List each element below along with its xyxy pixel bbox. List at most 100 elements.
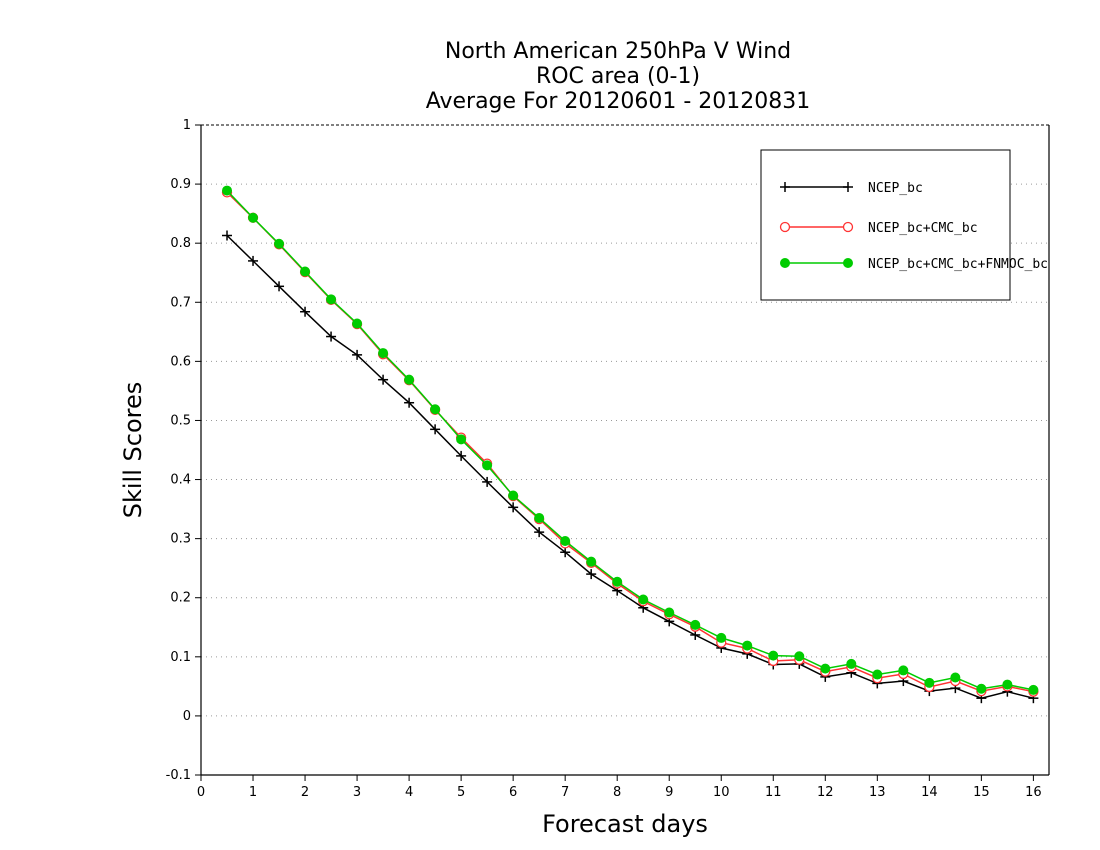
data-point	[586, 556, 597, 567]
data-point	[508, 502, 519, 513]
x-tick-label: 6	[509, 785, 517, 800]
data-point	[274, 281, 285, 292]
legend-label: NCEP_bc+CMC_bc+FNMOC_bc	[868, 257, 1048, 272]
data-point	[300, 306, 311, 317]
y-tick-label: 0.2	[170, 591, 191, 606]
x-tick-label: 4	[405, 785, 413, 800]
data-point	[508, 490, 519, 501]
data-point	[976, 683, 987, 694]
series-line	[226, 234, 1034, 699]
x-tick-label: 3	[353, 785, 361, 800]
y-tick-label: 0.3	[170, 532, 191, 547]
data-point	[430, 424, 441, 435]
data-point	[378, 348, 389, 359]
data-point	[534, 527, 545, 538]
x-tick-label: 8	[613, 785, 621, 800]
data-point	[742, 640, 753, 651]
legend-marker-start	[779, 221, 791, 233]
y-tick-label: 0.9	[170, 177, 191, 192]
x-tick-label: 14	[921, 785, 938, 800]
y-tick-label: 1	[183, 118, 191, 133]
y-tick-label: 0.4	[170, 473, 191, 488]
data-point	[352, 349, 363, 360]
legend-marker-end	[843, 182, 853, 192]
legend-item: NCEP_bc+CMC_bc	[779, 221, 978, 236]
y-tick-label: 0.6	[170, 354, 191, 369]
y-tick-label: 0.8	[170, 236, 191, 251]
data-point	[1028, 684, 1039, 695]
legend-label: NCEP_bc	[868, 181, 923, 196]
data-point	[664, 607, 675, 618]
legend-item: NCEP_bc+CMC_bc+FNMOC_bc	[780, 257, 1048, 272]
data-point	[820, 663, 831, 674]
data-point	[456, 434, 467, 445]
data-point	[300, 266, 311, 277]
data-point	[326, 294, 337, 305]
x-tick-label: 9	[665, 785, 673, 800]
chart-title-line-1: North American 250hPa V Wind	[445, 39, 791, 64]
x-tick-label: 16	[1025, 785, 1042, 800]
x-tick-label: 13	[869, 785, 886, 800]
data-point	[222, 230, 233, 241]
data-point	[404, 374, 415, 385]
data-point	[924, 677, 935, 688]
data-point	[248, 212, 259, 223]
y-tick-label: 0.7	[170, 295, 191, 310]
data-point	[222, 185, 233, 196]
data-point	[378, 374, 389, 385]
legend-marker-start	[780, 182, 790, 192]
x-tick-label: 7	[561, 785, 569, 800]
data-point	[248, 255, 259, 266]
data-point	[846, 658, 857, 669]
data-point	[1002, 679, 1013, 690]
y-tick-label: 0.5	[170, 413, 191, 428]
series-0	[222, 230, 1039, 704]
y-tick-label: 0.1	[170, 650, 191, 665]
data-point	[586, 569, 597, 580]
x-axis-label: Forecast days	[542, 810, 708, 838]
x-tick-label: 5	[457, 785, 465, 800]
legend-label: NCEP_bc+CMC_bc	[868, 221, 978, 236]
data-point	[560, 536, 571, 546]
x-tick-label: 0	[197, 785, 205, 800]
data-point	[638, 594, 649, 605]
legend: NCEP_bc NCEP_bc+CMC_bc NCEP_bc+CMC_bc+FNMO…	[760, 149, 1048, 301]
legend-marker-end	[843, 258, 853, 268]
legend-box	[760, 149, 1011, 301]
x-tick-label: 1	[249, 785, 257, 800]
data-series	[221, 185, 1039, 704]
x-tick-label: 11	[765, 785, 782, 800]
legend-marker-end	[842, 221, 854, 233]
y-tick-label: 0	[183, 709, 191, 724]
x-tick-label: 12	[817, 785, 834, 800]
x-tick-label: 10	[713, 785, 730, 800]
data-point	[326, 331, 337, 342]
legend-item: NCEP_bc	[780, 181, 923, 196]
data-point	[950, 672, 961, 683]
chart-title-line-2: ROC area (0-1)	[536, 64, 700, 89]
data-point	[274, 238, 285, 249]
data-point	[612, 576, 623, 587]
legend-marker-start	[780, 258, 790, 268]
data-point	[534, 512, 545, 523]
data-point	[872, 669, 883, 680]
chart-title-line-3: Average For 20120601 - 20120831	[426, 89, 811, 114]
data-point	[482, 476, 493, 487]
axes: -0.100.10.20.30.40.50.60.70.80.910 1 2 3 4 5 6…	[166, 118, 1050, 800]
y-tick-label: -0.1	[166, 768, 191, 783]
data-point	[898, 665, 909, 676]
data-point	[352, 318, 363, 329]
grid	[201, 124, 1049, 717]
data-point	[690, 619, 701, 630]
data-point	[716, 632, 727, 643]
x-tick-label: 2	[301, 785, 309, 800]
data-point	[768, 650, 779, 661]
x-tick-label: 15	[973, 785, 990, 800]
series-2	[222, 185, 1039, 695]
data-point	[794, 651, 805, 662]
y-axis-label: Skill Scores	[119, 382, 147, 519]
data-point	[456, 450, 467, 461]
data-point	[430, 404, 441, 415]
data-point	[482, 460, 493, 471]
